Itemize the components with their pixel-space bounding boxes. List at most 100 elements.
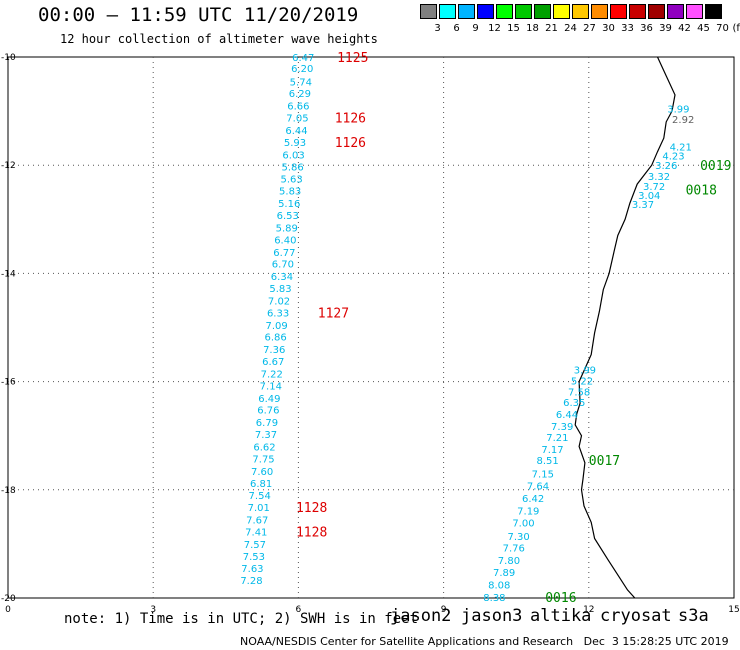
legend-label: 21 xyxy=(545,23,558,34)
wave-height-label: 7.64 xyxy=(527,481,549,492)
legend-label: 24 xyxy=(564,23,577,34)
wave-height-label: 7.53 xyxy=(243,552,265,563)
wave-height-label: 5.83 xyxy=(279,187,301,198)
wave-height-label: 6.62 xyxy=(253,443,275,454)
legend-label: 42 xyxy=(678,23,691,34)
wave-height-label: 6.20 xyxy=(291,64,313,75)
satellite-s3a: s3a xyxy=(678,606,709,626)
legend-swatch xyxy=(477,4,494,19)
wave-height-label: 3.04 xyxy=(638,191,660,202)
wave-height-label: 7.37 xyxy=(255,430,277,441)
y-tick-label: -12 xyxy=(1,161,16,171)
wave-height-label: 7.00 xyxy=(512,518,534,529)
legend-swatch xyxy=(667,4,684,19)
wave-height-label: 6.77 xyxy=(273,248,295,259)
y-tick-label: -20 xyxy=(1,594,16,604)
map-subtitle: 12 hour collection of altimeter wave hei… xyxy=(60,32,378,46)
pass-time-label: 1125 xyxy=(337,51,368,66)
wave-height-label: 5.16 xyxy=(278,199,300,210)
wave-height-label: 5.83 xyxy=(269,284,291,295)
y-tick-label: -14 xyxy=(1,269,16,279)
pass-time-label: 0018 xyxy=(686,184,717,199)
legend-swatch xyxy=(515,4,532,19)
x-tick-label: 15 xyxy=(728,605,739,615)
wave-height-label: 5.74 xyxy=(290,77,312,88)
wave-height-label: 7.89 xyxy=(493,568,515,579)
wave-height-label: 6.53 xyxy=(277,211,299,222)
satellite-jason2: jason2 xyxy=(390,606,452,626)
legend-swatch xyxy=(648,4,665,19)
wave-height-label: 6.03 xyxy=(282,150,304,161)
wave-height-label: 6.81 xyxy=(250,479,272,490)
wave-height-label: 8.08 xyxy=(488,580,510,591)
wave-height-label: 7.09 xyxy=(265,321,287,332)
wave-height-label: 6.86 xyxy=(265,333,287,344)
wave-height-label: 7.36 xyxy=(263,345,285,356)
y-tick-label: -18 xyxy=(1,486,16,496)
legend-swatch xyxy=(686,4,703,19)
legend-label: 18 xyxy=(526,23,539,34)
legend-label: 6 xyxy=(453,23,460,34)
satellite-jason3: jason3 xyxy=(461,606,523,626)
y-tick-label: -16 xyxy=(1,378,16,388)
wave-height-label: 5.86 xyxy=(281,162,303,173)
pass-time-label: 0017 xyxy=(589,454,620,469)
wave-height-label: 7.60 xyxy=(251,467,273,478)
legend-label: 15 xyxy=(507,23,520,34)
legend-label: 27 xyxy=(583,23,596,34)
wave-height-label: 7.30 xyxy=(507,532,529,543)
wave-height-label: 6.79 xyxy=(256,418,278,429)
wave-height-label: 3.37 xyxy=(632,200,654,211)
wave-height-label: 6.70 xyxy=(272,260,294,271)
pass-time-label: 1126 xyxy=(335,136,366,151)
legend-swatch xyxy=(496,4,513,19)
wave-height-label: 4.21 xyxy=(670,142,692,153)
wave-height-label: 7.41 xyxy=(245,527,267,538)
wave-height-label: 5.93 xyxy=(284,138,306,149)
legend-swatch xyxy=(591,4,608,19)
legend-label: 36 xyxy=(640,23,653,34)
legend-swatch xyxy=(420,4,437,19)
wave-height-label: 3.99 xyxy=(574,366,596,377)
wave-height-label: 6.35 xyxy=(563,398,585,409)
wave-height-label: 7.80 xyxy=(498,556,520,567)
wave-height-label: 3.72 xyxy=(643,182,665,193)
footer-note: note: 1) Time is in UTC; 2) SWH is in fe… xyxy=(64,611,419,627)
wave-height-label: 6.40 xyxy=(274,235,296,246)
pass-time-label: 1126 xyxy=(335,112,366,127)
x-tick-label: 0 xyxy=(5,605,11,615)
legend-swatch xyxy=(534,4,551,19)
legend-label: 9 xyxy=(472,23,479,34)
wave-height-label: 7.39 xyxy=(551,422,573,433)
legend-label: 70 xyxy=(716,23,729,34)
wave-height-label: 6.49 xyxy=(258,394,280,405)
legend-swatch xyxy=(572,4,589,19)
wave-height-label: 6.44 xyxy=(556,410,578,421)
wave-height-label: 5.22 xyxy=(571,377,593,388)
map-frame xyxy=(7,56,735,599)
wave-height-label: 4.23 xyxy=(662,151,684,162)
pass-time-label: 1128 xyxy=(296,501,327,516)
pass-time-label: 1128 xyxy=(296,525,327,540)
wave-height-label: 7.22 xyxy=(261,369,283,380)
legend-label: 3 xyxy=(434,23,441,34)
wave-height-label: 7.02 xyxy=(268,296,290,307)
wave-height-label: 7.01 xyxy=(248,503,270,514)
legend-swatch xyxy=(439,4,456,19)
wave-height-label: 6.76 xyxy=(257,406,279,417)
wave-height-label: 7.15 xyxy=(532,470,554,481)
wave-height-label: 3.99 xyxy=(667,104,689,115)
wave-height-label: 7.63 xyxy=(241,564,263,575)
legend-label: 39 xyxy=(659,23,672,34)
wave-height-label: 8.38 xyxy=(483,593,505,604)
wave-height-label: 7.54 xyxy=(249,491,271,502)
legend-label: 33 xyxy=(621,23,634,34)
satellite-altika: altika xyxy=(530,606,592,626)
wave-height-label: 7.28 xyxy=(240,576,262,587)
wave-height-label: 2.92 xyxy=(672,115,694,126)
wave-height-label: 3.32 xyxy=(648,172,670,183)
wave-height-label: 7.58 xyxy=(568,387,590,398)
wave-height-label: 6.67 xyxy=(262,357,284,368)
wave-height-label: 7.21 xyxy=(546,433,568,444)
